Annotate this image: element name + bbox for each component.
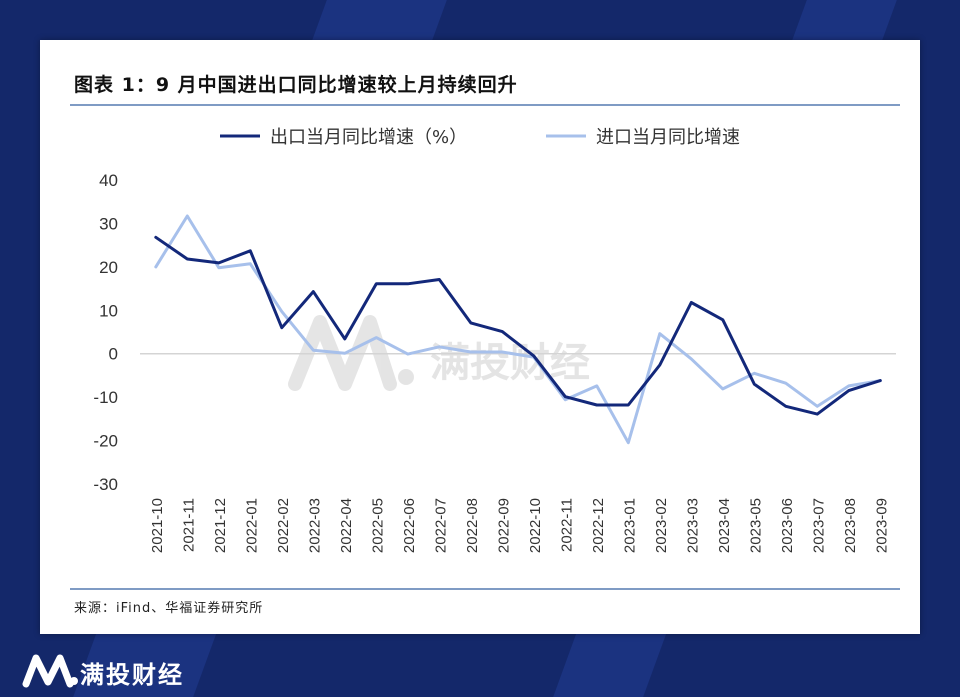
series-line bbox=[154, 235, 882, 416]
line-chart: 满投财经 出口当月同比增速（%） 进口当月同比增速 40 30 20 10 0 -10 -20… bbox=[93, 127, 896, 553]
chart-series bbox=[154, 214, 882, 445]
footer-brand: 满投财经 bbox=[80, 661, 184, 689]
x-tick-label: 2022-02 bbox=[275, 498, 292, 553]
x-tick-label: 2023-09 bbox=[873, 498, 890, 553]
y-axis: 40 30 20 10 0 -10 -20 -30 bbox=[93, 171, 896, 494]
chart-card: 图表 1：9 月中国进出口同比增速较上月持续回升 来源：iFind、华福证券研究… bbox=[40, 40, 920, 634]
x-tick-label: 2022-04 bbox=[338, 498, 355, 553]
y-tick-label: 10 bbox=[99, 301, 118, 320]
series-line bbox=[154, 214, 882, 445]
y-tick-label: -20 bbox=[93, 432, 118, 451]
x-tick-label: 2022-06 bbox=[401, 498, 418, 553]
x-tick-label: 2023-08 bbox=[842, 498, 859, 553]
y-tick-label: -30 bbox=[93, 475, 118, 494]
y-tick-label: 0 bbox=[109, 345, 118, 364]
x-tick-label: 2023-01 bbox=[621, 498, 638, 553]
x-axis: 2021-10 2021-11 2021-12 2022-01 2022-02 2022-… bbox=[149, 498, 891, 553]
title-divider bbox=[70, 104, 900, 106]
x-tick-label: 2023-06 bbox=[779, 498, 796, 553]
watermark-logo-icon bbox=[288, 315, 414, 391]
chart-legend: 出口当月同比增速（%） 进口当月同比增速 bbox=[220, 127, 740, 148]
source-note: 来源：iFind、华福证券研究所 bbox=[74, 601, 264, 616]
x-tick-label: 2022-09 bbox=[495, 498, 512, 553]
source-divider bbox=[70, 588, 900, 590]
x-tick-label: 2023-04 bbox=[716, 498, 733, 553]
x-tick-label: 2021-11 bbox=[180, 498, 197, 552]
legend-label: 进口当月同比增速 bbox=[596, 127, 740, 148]
x-tick-label: 2023-02 bbox=[653, 498, 670, 553]
y-tick-label: 30 bbox=[99, 214, 118, 233]
y-tick-label: -10 bbox=[93, 388, 118, 407]
x-tick-label: 2022-01 bbox=[243, 498, 260, 553]
watermark-text: 满投财经 bbox=[430, 340, 590, 386]
y-tick-label: 20 bbox=[99, 258, 118, 277]
x-tick-label: 2022-08 bbox=[464, 498, 481, 553]
x-tick-label: 2023-03 bbox=[684, 498, 701, 553]
footer-logo-icon bbox=[22, 654, 78, 688]
y-tick-label: 40 bbox=[99, 171, 118, 190]
x-tick-label: 2021-10 bbox=[149, 498, 166, 553]
x-tick-label: 2022-07 bbox=[432, 498, 449, 553]
x-tick-label: 2022-03 bbox=[306, 498, 323, 553]
x-tick-label: 2023-07 bbox=[810, 498, 827, 553]
x-tick-label: 2023-05 bbox=[747, 498, 764, 553]
chart-title: 图表 1：9 月中国进出口同比增速较上月持续回升 bbox=[74, 74, 518, 96]
x-tick-label: 2022-10 bbox=[527, 498, 544, 553]
x-tick-label: 2022-05 bbox=[369, 498, 386, 553]
legend-label: 出口当月同比增速（%） bbox=[270, 127, 467, 148]
x-tick-label: 2022-12 bbox=[590, 498, 607, 553]
x-tick-label: 2022-11 bbox=[558, 498, 575, 552]
watermark: 满投财经 bbox=[288, 315, 590, 391]
x-tick-label: 2021-12 bbox=[212, 498, 229, 553]
